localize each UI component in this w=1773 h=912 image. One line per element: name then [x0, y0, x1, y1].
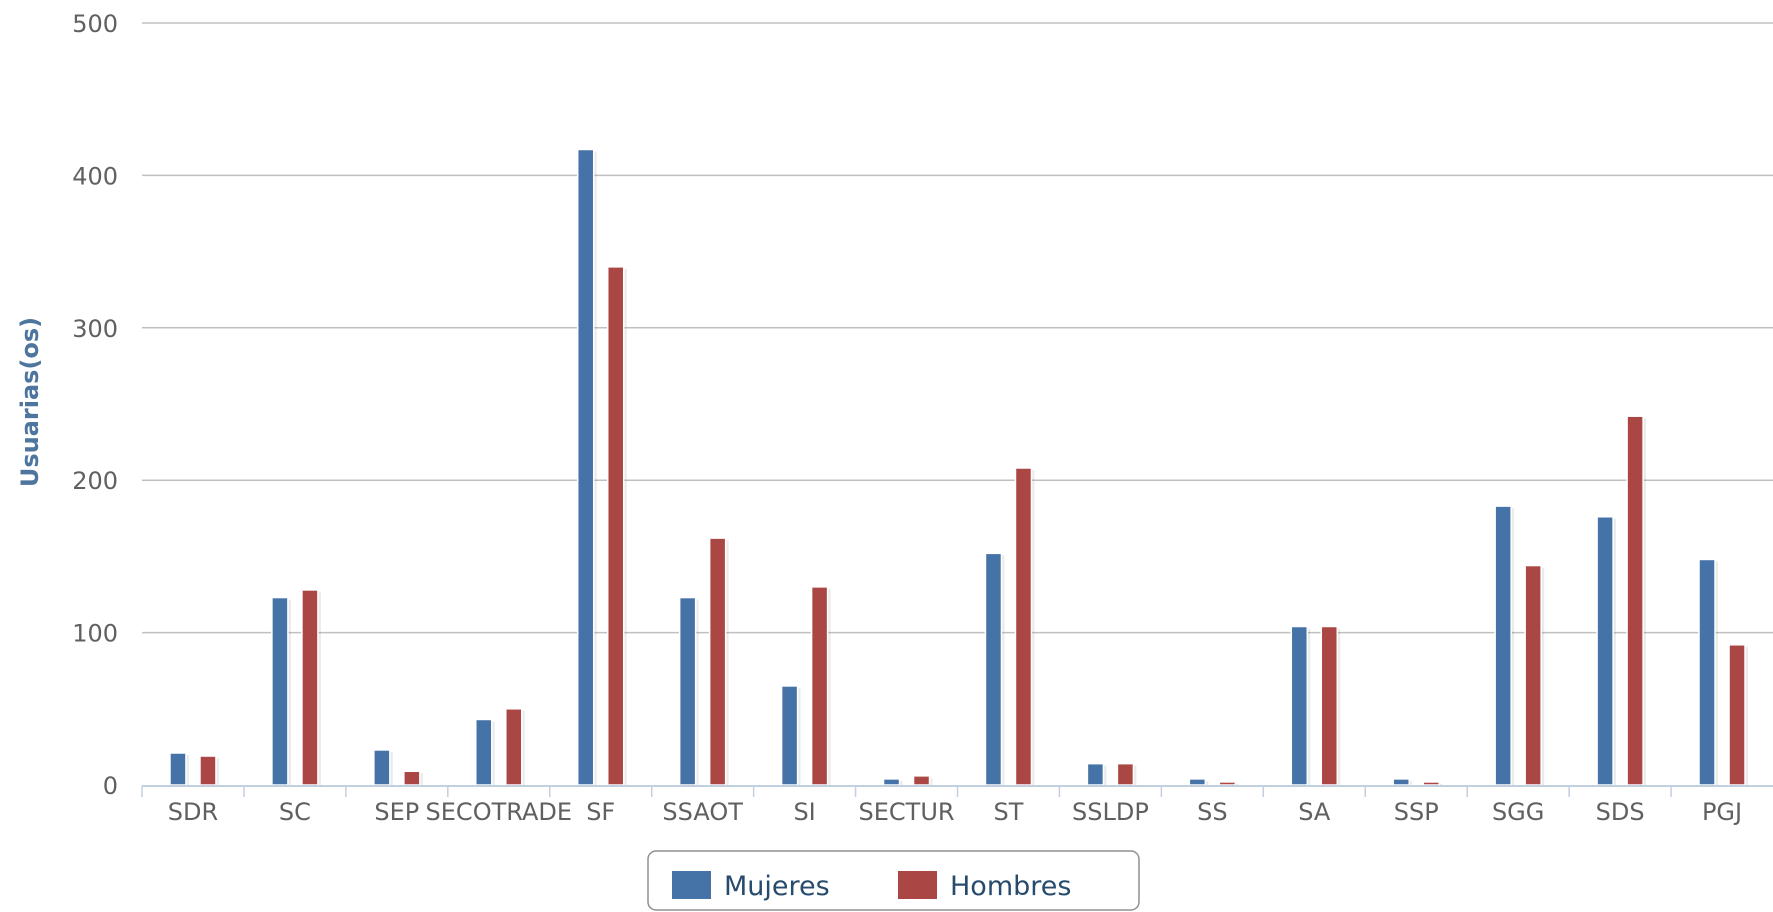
bar-hombres-ssaot[interactable]	[708, 537, 727, 786]
grid-lines	[142, 22, 1773, 634]
x-tick-label: SI	[793, 798, 815, 826]
x-tick-label: SGG	[1492, 798, 1544, 826]
x-tick-label: SDS	[1596, 798, 1645, 826]
bar-mujeres-sdr[interactable]	[169, 752, 187, 786]
y-axis-ticks: 0 100 200 300 400 500	[72, 10, 118, 800]
bar-mujeres-sgg[interactable]	[1494, 505, 1512, 786]
bar-hombres-st[interactable]	[1014, 467, 1033, 786]
bars	[169, 148, 1749, 788]
bar-hombres-sa[interactable]	[1320, 625, 1339, 786]
x-tick-label: SECTUR	[859, 798, 955, 826]
x-tick-label: SA	[1298, 798, 1331, 826]
x-tick-label: SSP	[1394, 798, 1439, 826]
legend-swatch-mujeres[interactable]	[672, 871, 711, 899]
bar-hombres-sdr[interactable]	[199, 755, 217, 786]
x-tick-label: SC	[279, 798, 311, 826]
bar-mujeres-sc[interactable]	[271, 596, 289, 786]
bar-hombres-sectur[interactable]	[912, 775, 931, 786]
y-tick-label: 300	[72, 315, 118, 343]
x-axis: SDR SC SEP SECOTRADE SF SSAOT SI SECTUR ST SSLDP S…	[141, 785, 1773, 826]
bar-hombres-ssp[interactable]	[1422, 781, 1440, 786]
bar-mujeres-ssp[interactable]	[1392, 778, 1410, 786]
bar-mujeres-sds[interactable]	[1596, 516, 1614, 786]
legend-label-hombres[interactable]: Hombres	[950, 871, 1071, 902]
bar-hombres-sc[interactable]	[301, 589, 319, 786]
y-axis-label: Usuarias(os)	[16, 317, 44, 487]
bar-hombres-si[interactable]	[810, 586, 829, 786]
y-tick-label: 400	[72, 162, 118, 190]
x-tick-label: SDR	[168, 798, 218, 826]
y-tick-label: 100	[72, 620, 118, 648]
legend: Mujeres Hombres	[647, 850, 1140, 911]
bar-mujeres-sa[interactable]	[1290, 625, 1309, 786]
bar-hombres-sds[interactable]	[1626, 415, 1644, 786]
legend-box	[647, 850, 1140, 911]
bar-mujeres-sectur[interactable]	[882, 778, 901, 786]
bar-mujeres-ssldp[interactable]	[1086, 762, 1105, 786]
bar-mujeres-ssaot[interactable]	[678, 596, 697, 786]
x-tick-label: PGJ	[1702, 798, 1742, 826]
bar-mujeres-sep[interactable]	[373, 749, 391, 786]
bar-hombres-ssldp[interactable]	[1116, 762, 1135, 786]
bar-hombres-ss[interactable]	[1218, 781, 1237, 786]
x-tick-label: SSAOT	[662, 798, 743, 826]
x-tick-label: SSLDP	[1072, 798, 1149, 826]
y-tick-label: 500	[72, 10, 118, 38]
bar-hombres-pgj[interactable]	[1728, 644, 1746, 786]
y-tick-label: 200	[72, 467, 118, 495]
bar-mujeres-st[interactable]	[984, 552, 1003, 786]
bar-hombres-sf[interactable]	[606, 266, 625, 786]
bar-mujeres-ss[interactable]	[1188, 778, 1207, 786]
legend-label-mujeres[interactable]: Mujeres	[724, 871, 830, 902]
x-tick-label: ST	[994, 798, 1024, 826]
bar-mujeres-pgj[interactable]	[1698, 558, 1716, 786]
y-tick-label: 0	[103, 772, 118, 800]
x-tick-label: SEP	[374, 798, 419, 826]
bar-mujeres-si[interactable]	[780, 685, 799, 786]
bar-hombres-secotrade[interactable]	[505, 708, 523, 786]
x-tick-label: SF	[586, 798, 615, 826]
legend-swatch-hombres[interactable]	[898, 871, 937, 899]
bar-mujeres-sf[interactable]	[576, 148, 595, 786]
x-tick-label: SECOTRADE	[426, 798, 572, 826]
bar-mujeres-secotrade[interactable]	[475, 718, 493, 786]
x-tick-label: SS	[1197, 798, 1227, 826]
bar-hombres-sgg[interactable]	[1524, 564, 1542, 786]
bar-hombres-sep[interactable]	[403, 770, 421, 786]
